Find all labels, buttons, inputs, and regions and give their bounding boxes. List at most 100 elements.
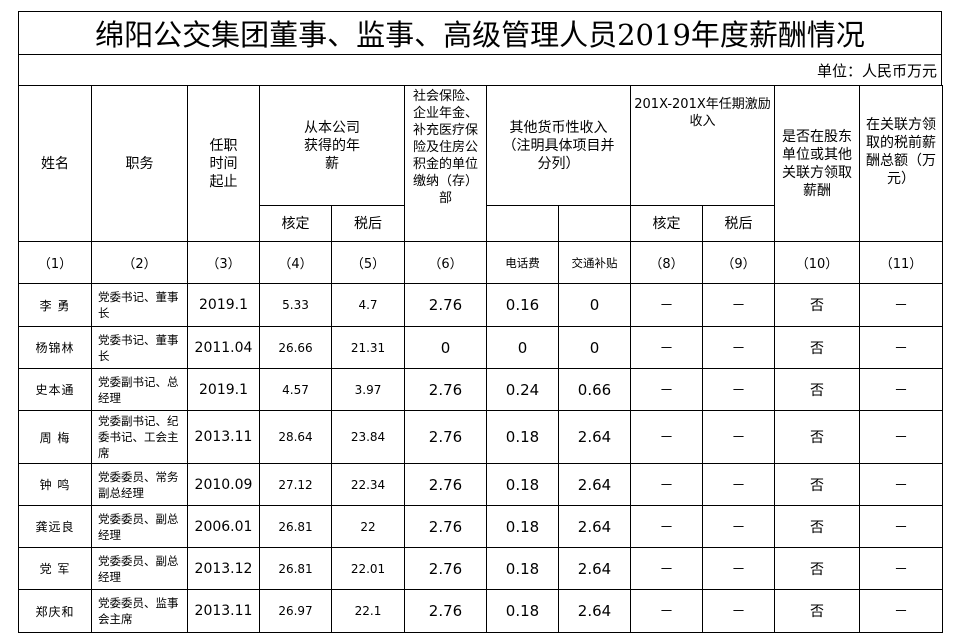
- cell-incentive-after-tax: －: [701, 410, 776, 464]
- cell-term: 2013.11: [187, 410, 260, 464]
- index-cell: （4）: [259, 241, 332, 284]
- cell-term: 2013.11: [187, 589, 260, 633]
- header-phone-spacer: [486, 205, 559, 242]
- cell-transport: 0.66: [558, 368, 631, 411]
- cell-affiliate-pay: －: [859, 368, 944, 411]
- index-cell: （9）: [701, 241, 776, 284]
- cell-transport: 2.64: [558, 463, 631, 506]
- cell-transport: 2.64: [558, 547, 631, 590]
- cell-position: 党委副书记、总经理: [91, 368, 188, 411]
- table-row: 周 梅 党委副书记、纪委书记、工会主席 2013.11 28.64 23.84 …: [18, 410, 944, 464]
- cell-phone: 0.18: [486, 410, 559, 464]
- cell-name: 杨锦林: [18, 326, 92, 369]
- cell-transport: 0: [558, 326, 631, 369]
- cell-incentive-after-tax: －: [701, 547, 776, 590]
- cell-after-tax: 22.1: [331, 589, 405, 633]
- header-approved: 核定: [259, 205, 332, 242]
- cell-position: 党委副书记、纪委书记、工会主席: [91, 410, 188, 464]
- cell-after-tax: 23.84: [331, 410, 405, 464]
- cell-social: 2.76: [404, 368, 487, 411]
- cell-position: 党委委员、常务副总经理: [91, 463, 188, 506]
- cell-affiliate: 否: [774, 547, 861, 590]
- index-cell: （5）: [331, 241, 405, 284]
- header-affiliate: 是否在股东单位或其他关联方领取薪酬: [774, 85, 861, 242]
- cell-affiliate: 否: [774, 505, 861, 548]
- cell-incentive-after-tax: －: [701, 283, 776, 327]
- index-cell: （10）: [774, 241, 861, 284]
- cell-phone: 0.18: [486, 463, 559, 506]
- cell-approved: 26.97: [259, 589, 332, 633]
- cell-social: 0: [404, 326, 487, 369]
- cell-affiliate: 否: [774, 283, 861, 327]
- cell-position: 党委委员、副总经理: [91, 547, 188, 590]
- cell-incentive-approved: －: [630, 463, 703, 506]
- cell-term: 2011.04: [187, 326, 260, 369]
- cell-transport: 0: [558, 283, 631, 327]
- salary-table: 姓名 职务 任职时间起止 从本公司获得的年薪 社会保险、企业年金、补充医疗保险及…: [18, 85, 944, 633]
- index-cell: （3）: [187, 241, 260, 284]
- header-affiliate-pay: 在关联方领取的税前薪酬总额（万元）: [859, 85, 944, 242]
- cell-approved: 4.57: [259, 368, 332, 411]
- unit-note: 单位：人民币万元: [18, 55, 942, 85]
- cell-after-tax: 4.7: [331, 283, 405, 327]
- cell-incentive-approved: －: [630, 326, 703, 369]
- table-row: 郑庆和 党委委员、监事会主席 2013.11 26.97 22.1 2.76 0…: [18, 589, 944, 633]
- cell-name: 李 勇: [18, 283, 92, 327]
- sheet-title: 绵阳公交集团董事、监事、高级管理人员2019年度薪酬情况: [18, 11, 942, 55]
- cell-affiliate: 否: [774, 368, 861, 411]
- cell-after-tax: 3.97: [331, 368, 405, 411]
- cell-incentive-after-tax: －: [701, 368, 776, 411]
- cell-after-tax: 22: [331, 505, 405, 548]
- cell-name: 周 梅: [18, 410, 92, 464]
- cell-name: 郑庆和: [18, 589, 92, 633]
- cell-phone: 0.24: [486, 368, 559, 411]
- cell-affiliate-pay: －: [859, 326, 944, 369]
- header-after-tax: 税后: [331, 205, 405, 242]
- cell-approved: 5.33: [259, 283, 332, 327]
- cell-after-tax: 22.01: [331, 547, 405, 590]
- index-cell: （8）: [630, 241, 703, 284]
- cell-affiliate-pay: －: [859, 505, 944, 548]
- cell-phone: 0: [486, 326, 559, 369]
- header-row-1: 姓名 职务 任职时间起止 从本公司获得的年薪 社会保险、企业年金、补充医疗保险及…: [18, 85, 944, 242]
- cell-after-tax: 22.34: [331, 463, 405, 506]
- cell-affiliate: 否: [774, 463, 861, 506]
- cell-name: 史本通: [18, 368, 92, 411]
- cell-social: 2.76: [404, 463, 487, 506]
- cell-affiliate-pay: －: [859, 547, 944, 590]
- cell-term: 2010.09: [187, 463, 260, 506]
- cell-affiliate-pay: －: [859, 463, 944, 506]
- cell-incentive-approved: －: [630, 368, 703, 411]
- cell-term: 2019.1: [187, 283, 260, 327]
- cell-incentive-after-tax: －: [701, 589, 776, 633]
- cell-name: 龚远良: [18, 505, 92, 548]
- cell-affiliate-pay: －: [859, 589, 944, 633]
- index-cell-phone: 电话费: [486, 241, 559, 284]
- cell-social: 2.76: [404, 589, 487, 633]
- cell-position: 党委书记、董事长: [91, 326, 188, 369]
- index-cell-transport: 交通补贴: [558, 241, 631, 284]
- cell-affiliate-pay: －: [859, 410, 944, 464]
- cell-term: 2013.12: [187, 547, 260, 590]
- header-social-insurance: 社会保险、企业年金、补充医疗保险及住房公积金的单位缴纳（存）部: [404, 85, 487, 242]
- cell-transport: 2.64: [558, 410, 631, 464]
- cell-incentive-approved: －: [630, 505, 703, 548]
- cell-term: 2006.01: [187, 505, 260, 548]
- header-incentive-approved: 核定: [630, 205, 703, 242]
- index-cell: （1）: [18, 241, 92, 284]
- header-term-start: 任职时间起止: [187, 85, 260, 242]
- cell-position: 党委书记、董事长: [91, 283, 188, 327]
- cell-approved: 26.66: [259, 326, 332, 369]
- table-row: 龚远良 党委委员、副总经理 2006.01 26.81 22 2.76 0.18…: [18, 505, 944, 548]
- table-row: 党 军 党委委员、副总经理 2013.12 26.81 22.01 2.76 0…: [18, 547, 944, 590]
- cell-incentive-after-tax: －: [701, 326, 776, 369]
- cell-incentive-after-tax: －: [701, 463, 776, 506]
- cell-name: 党 军: [18, 547, 92, 590]
- cell-phone: 0.18: [486, 589, 559, 633]
- cell-incentive-approved: －: [630, 410, 703, 464]
- index-cell: （11）: [859, 241, 944, 284]
- data-rows: 李 勇 党委书记、董事长 2019.1 5.33 4.7 2.76 0.16 0…: [18, 283, 944, 633]
- salary-sheet: 绵阳公交集团董事、监事、高级管理人员2019年度薪酬情况 单位：人民币万元 姓名…: [18, 11, 944, 633]
- cell-social: 2.76: [404, 283, 487, 327]
- table-row: 李 勇 党委书记、董事长 2019.1 5.33 4.7 2.76 0.16 0…: [18, 283, 944, 327]
